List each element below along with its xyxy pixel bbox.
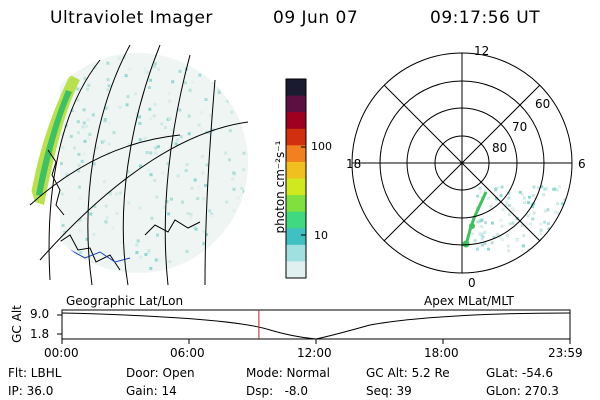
date-label: 09 Jun 07 (273, 8, 359, 28)
background-emission (60, 53, 248, 273)
glon-info: GLon: 270.3 (486, 384, 559, 398)
gc-alt-axis-label: GC Alt (10, 305, 24, 343)
mlat-label-80: 80 (492, 141, 508, 155)
coastline (69, 249, 131, 263)
colorbar-cell (286, 261, 306, 279)
colorbar-cell (286, 112, 306, 130)
y-tick-9: 9.0 (30, 307, 50, 321)
coastline (144, 219, 201, 236)
colorbar-cell (286, 79, 306, 97)
colorbar-tick-100: 100 (311, 140, 332, 153)
colorbar (285, 78, 307, 279)
mlt-label-18: 18 (346, 157, 362, 171)
colorbar-cell (286, 228, 306, 246)
ip-info: IP: 36.0 (8, 384, 54, 398)
app-title: Ultraviolet Imager (50, 8, 213, 28)
x-tick-0600: 06:00 (170, 346, 205, 360)
gain-info: Gain: 14 (126, 384, 177, 398)
mode-info: Mode: Normal (246, 366, 330, 380)
altitude-panel (57, 309, 571, 344)
colorbar-cell (286, 195, 306, 213)
apex-label: Apex MLat/MLT (424, 294, 514, 308)
x-tick-0000: 00:00 (44, 346, 79, 360)
auroral-arc-core (36, 90, 72, 196)
filter-info: Flt: LBHL (8, 366, 62, 380)
geographic-image-panel (29, 44, 249, 286)
x-tick-2359: 23:59 (548, 346, 583, 360)
mlat-label-60: 60 (535, 97, 551, 111)
y-tick-1-8: 1.8 (30, 327, 50, 341)
colorbar-cell (286, 95, 306, 113)
colorbar-cell (286, 128, 306, 146)
polar-emission (470, 185, 568, 253)
mlt-label-6: 6 (578, 157, 586, 171)
x-tick-1800: 18:00 (424, 346, 459, 360)
colorbar-cell (286, 244, 306, 262)
auroral-trace (464, 191, 488, 246)
geographic-label: Geographic Lat/Lon (66, 294, 184, 308)
glat-info: GLat: -54.6 (486, 366, 553, 380)
mlat-label-70: 70 (512, 120, 528, 134)
polar-plot (351, 52, 573, 274)
altitude-curve (61, 312, 571, 340)
mlt-label-12: 12 (474, 44, 490, 58)
seq-info: Seq: 39 (366, 384, 412, 398)
x-tick-1200: 12:00 (297, 346, 332, 360)
coastline (47, 149, 65, 216)
gc-alt-info: GC Alt: 5.2 Re (366, 366, 450, 380)
time-label: 09:17:56 UT (430, 8, 541, 28)
lat-lon-grid (29, 44, 249, 286)
mlt-label-0: 0 (468, 276, 476, 290)
colorbar-cell (286, 211, 306, 229)
door-info: Door: Open (126, 366, 195, 380)
colorbar-cell (286, 145, 306, 163)
colorbar-cell (286, 178, 306, 196)
colorbar-unit-label: photon cm⁻²s⁻¹ (273, 140, 287, 234)
dsp-info: Dsp: -8.0 (246, 384, 309, 398)
colorbar-cell (286, 161, 306, 179)
colorbar-tick-10: 10 (314, 229, 328, 242)
